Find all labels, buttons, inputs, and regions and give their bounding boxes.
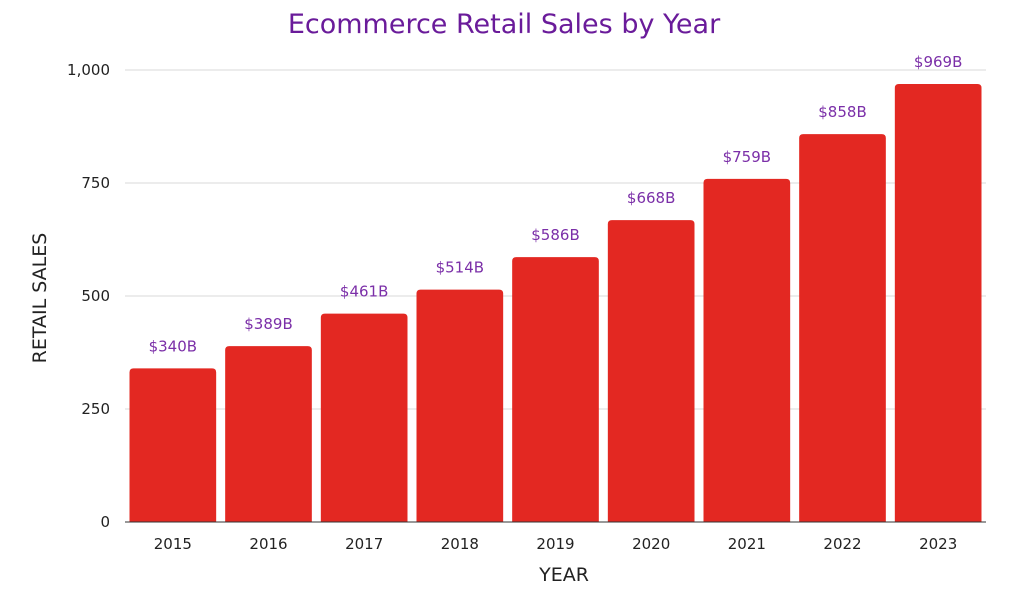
x-tick-label: 2018	[441, 535, 479, 553]
x-tick-label: 2016	[249, 535, 287, 553]
x-tick-label: 2020	[632, 535, 670, 553]
y-tick-label: 0	[100, 513, 110, 531]
data-label: $389B	[244, 315, 292, 333]
data-label: $514B	[436, 259, 484, 277]
bar-2020	[607, 220, 695, 522]
y-axis-ticks: 0 250 500 750 1,000	[67, 61, 110, 531]
y-axis-title: RETAIL SALES	[29, 233, 51, 364]
x-tick-label: 2017	[345, 535, 383, 553]
data-label: $340B	[149, 337, 197, 355]
bar-2021	[703, 178, 791, 522]
data-label: $586B	[531, 226, 579, 244]
bar-2017	[320, 313, 408, 522]
bar-2019	[512, 257, 599, 522]
data-label: $759B	[723, 148, 771, 166]
bar-2023	[894, 84, 982, 523]
chart-title: Ecommerce Retail Sales by Year	[288, 9, 721, 40]
bar-2018	[416, 289, 504, 522]
data-label: $461B	[340, 283, 388, 301]
x-axis-title: YEAR	[538, 564, 589, 586]
x-tick-label: 2023	[919, 535, 957, 553]
bar-2022	[799, 134, 886, 522]
bar-2016	[225, 346, 312, 522]
data-label: $668B	[627, 189, 675, 207]
y-tick-label: 500	[81, 287, 110, 305]
data-label: $858B	[818, 103, 866, 121]
data-label: $969B	[914, 53, 962, 71]
y-tick-label: 1,000	[67, 61, 110, 79]
x-tick-label: 2019	[536, 535, 574, 553]
x-tick-label: 2022	[823, 535, 861, 553]
x-tick-label: 2015	[154, 535, 192, 553]
x-axis-ticks: 2015 2016 2017 2018 2019 2020 2021 2022 2023	[154, 535, 958, 553]
bar-2015	[129, 368, 217, 522]
y-tick-label: 250	[81, 400, 110, 418]
x-tick-label: 2021	[728, 535, 766, 553]
data-labels: $340B $389B $461B $514B $586B $668B $759B $858B…	[149, 53, 963, 355]
bars	[129, 84, 982, 523]
y-tick-label: 750	[81, 174, 110, 192]
